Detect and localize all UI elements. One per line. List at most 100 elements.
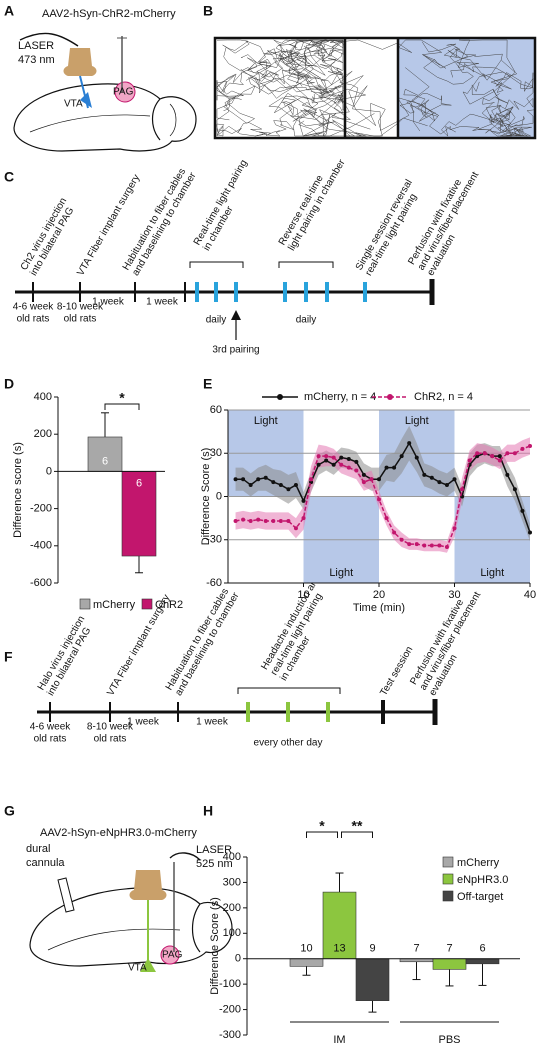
point: [399, 454, 404, 459]
label: LASER: [196, 844, 232, 856]
y-tick-label: 30: [210, 447, 222, 459]
y-tick-label: -400: [30, 540, 52, 552]
construct: AAV2-hSyn-ChR2-mCherry: [42, 8, 176, 20]
sig-bracket: [341, 831, 373, 838]
trajectory: [403, 88, 500, 135]
bracket: [189, 261, 244, 268]
y-tick-label: -60: [206, 577, 222, 589]
label: 473 nm: [18, 54, 55, 66]
y-tick-label: 0: [46, 465, 52, 477]
n-label: 6: [102, 455, 108, 467]
trajectory: [216, 57, 329, 111]
point: [429, 475, 434, 480]
point: [452, 477, 457, 482]
trajectory: [421, 41, 477, 85]
label: PAG: [113, 87, 134, 98]
trajectory: [493, 104, 532, 137]
trajectory: [278, 39, 344, 66]
trajectory: [216, 85, 280, 137]
point: [520, 508, 525, 513]
y-tick-label: 200: [34, 428, 52, 440]
y-tick-label: -30: [206, 534, 222, 546]
legend-label: mCherry: [93, 599, 136, 611]
legend-label: eNpHR3.0: [457, 874, 508, 886]
point: [293, 482, 298, 487]
legend-marker: [387, 394, 393, 400]
y-tick-label: 400: [223, 851, 241, 863]
legend-swatch: [442, 890, 454, 902]
label: daily: [296, 315, 317, 326]
y-axis-label: Difference Score (s): [209, 897, 221, 995]
label: 1 week: [92, 297, 125, 308]
point: [316, 462, 321, 467]
point: [233, 519, 238, 524]
bar: [465, 958, 500, 965]
trajectory: [273, 53, 344, 93]
point: [256, 477, 261, 482]
bracket: [278, 261, 334, 268]
group-label: PBS: [438, 1034, 460, 1046]
bar: [289, 958, 324, 967]
point: [414, 542, 419, 547]
panel-label: F: [4, 649, 13, 665]
legend-marker: [277, 394, 283, 400]
construct: AAV2-hSyn-eNpHR3.0-mCherry: [40, 827, 197, 839]
bar: [432, 958, 467, 970]
trajectory: [441, 105, 511, 137]
point: [482, 451, 487, 456]
point: [324, 454, 329, 459]
point: [346, 457, 351, 462]
region-label: Light: [480, 567, 504, 579]
error-band: [235, 425, 531, 542]
y-axis-label: Difference score (s): [12, 442, 24, 538]
label: 4-6 week: [30, 722, 72, 733]
event-text: and virus/fiber placement: [416, 170, 481, 272]
y-tick-label: 100: [223, 927, 241, 939]
x-tick-label: 30: [448, 589, 460, 601]
label: dural: [26, 843, 50, 855]
y-tick-label: 60: [210, 404, 222, 416]
panel-label: A: [4, 3, 14, 19]
significance: *: [119, 390, 125, 406]
trajectory: [450, 62, 534, 110]
point: [467, 458, 472, 463]
point: [512, 487, 517, 492]
label: 4-6 week: [13, 302, 55, 313]
trajectory: [273, 92, 371, 137]
point: [324, 458, 329, 463]
point: [271, 480, 276, 485]
event-text: light pairing in chamber: [286, 157, 348, 253]
point: [331, 462, 336, 467]
point: [528, 444, 532, 449]
event-text: Single session reversal: [354, 178, 415, 273]
region-label: Light: [254, 415, 278, 427]
point: [233, 477, 238, 482]
label: daily: [206, 315, 227, 326]
point: [241, 477, 246, 482]
point: [241, 517, 246, 522]
point: [248, 519, 253, 524]
point: [475, 451, 480, 456]
point: [437, 480, 442, 485]
y-tick-label: 200: [223, 902, 241, 914]
n-label: 6: [136, 477, 142, 489]
point: [271, 519, 276, 524]
point: [497, 454, 502, 459]
label: 8-10 week: [57, 302, 104, 313]
trajectory: [216, 47, 279, 101]
label: PAG: [162, 950, 183, 961]
label: 1 week: [146, 297, 179, 308]
n-label: 13: [333, 943, 345, 955]
brain-a: [13, 32, 197, 152]
point: [263, 519, 268, 524]
series-line: [235, 445, 531, 548]
point: [414, 455, 419, 460]
panel-label: E: [203, 376, 212, 392]
point: [278, 482, 283, 487]
panel-label: G: [4, 803, 15, 819]
